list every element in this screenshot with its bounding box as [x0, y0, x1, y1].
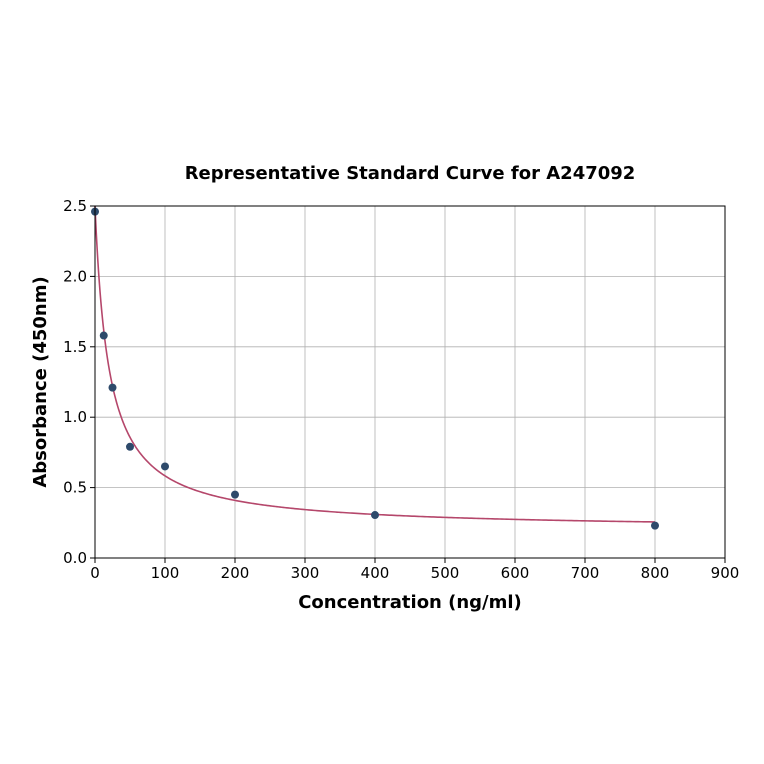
- y-axis-ticks: 0.0 0.5 1.0 1.5 2.0 2.5: [63, 197, 95, 567]
- grid: [94, 205, 726, 559]
- y-tick-label: 1.0: [63, 408, 87, 426]
- x-tick-label: 100: [151, 564, 180, 582]
- x-tick-label: 300: [291, 564, 320, 582]
- x-tick-label: 700: [571, 564, 600, 582]
- data-point: [108, 383, 117, 392]
- x-tick-label: 200: [221, 564, 250, 582]
- x-axis-ticks: 0 100 200 300 400 500 600 700 800 900: [90, 558, 739, 582]
- chart-title: Representative Standard Curve for A24709…: [185, 163, 636, 184]
- fit-curve: [94, 206, 656, 523]
- x-tick-label: 500: [431, 564, 460, 582]
- y-tick-label: 1.5: [63, 338, 87, 356]
- x-axis-label: Concentration (ng/ml): [298, 592, 522, 613]
- y-tick-label: 2.5: [63, 197, 87, 215]
- data-point: [99, 331, 108, 340]
- y-tick-label: 0.5: [63, 479, 87, 497]
- data-point: [651, 521, 659, 530]
- x-tick-label: 900: [711, 564, 740, 582]
- data-point: [126, 442, 134, 451]
- x-tick-label: 0: [90, 564, 100, 582]
- x-tick-label: 600: [501, 564, 530, 582]
- y-tick-label: 2.0: [63, 267, 87, 285]
- plot-frame: [94, 205, 726, 559]
- y-tick-label: 0.0: [63, 549, 87, 567]
- y-axis-label: Absorbance (450nm): [30, 276, 51, 487]
- data-point: [161, 462, 169, 471]
- x-tick-label: 400: [361, 564, 390, 582]
- data-points: [91, 207, 659, 530]
- data-point: [371, 511, 379, 520]
- data-point: [231, 490, 239, 499]
- x-tick-label: 800: [641, 564, 670, 582]
